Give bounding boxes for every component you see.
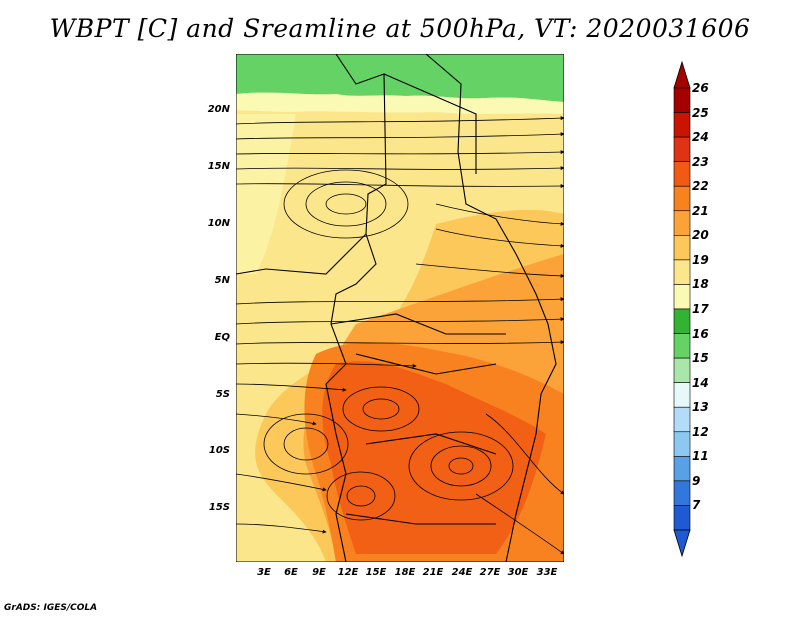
lon-label-18e: 18E xyxy=(394,567,416,578)
colorbar-swatch xyxy=(673,456,691,482)
colorbar-swatch xyxy=(673,161,691,187)
colorbar-label: 23 xyxy=(692,154,709,169)
colorbar-bottom-arrow xyxy=(673,529,691,558)
lat-label-15n: 15N xyxy=(207,161,230,172)
colorbar-label: 17 xyxy=(692,302,709,316)
colorbar-swatch xyxy=(673,382,691,408)
colorbar-swatch xyxy=(673,185,691,212)
lon-label-12e: 12E xyxy=(337,567,359,578)
lon-label-30e: 30E xyxy=(507,567,529,578)
colorbar-swatch xyxy=(673,112,691,138)
lat-label-20n: 20N xyxy=(207,104,230,115)
lat-label-5n: 5N xyxy=(214,275,230,286)
colorbar-swatch xyxy=(673,235,691,261)
colorbar-swatch xyxy=(673,406,691,433)
lon-label-6e: 6E xyxy=(284,567,298,578)
colorbar-swatch xyxy=(673,480,691,506)
colorbar-label: 15 xyxy=(692,351,709,366)
lon-label-27e: 27E xyxy=(479,567,501,578)
colorbar-label: 16 xyxy=(692,326,709,341)
lat-label-5s: 5S xyxy=(215,389,230,400)
streamlines xyxy=(236,116,564,555)
map-title: WBPT [C] and Sreamline at 500hPa, VT: 20… xyxy=(49,14,751,43)
map-svg xyxy=(235,53,565,563)
colorbar-swatch xyxy=(673,284,691,310)
colorbar-swatch xyxy=(673,357,691,383)
colorbar-swatch xyxy=(673,431,691,457)
colorbar-top-arrow xyxy=(673,60,691,89)
wbpt-field-18-band xyxy=(236,92,564,114)
colorbar xyxy=(673,60,691,558)
colorbar-label: 11 xyxy=(692,449,709,464)
lon-label-15e: 15E xyxy=(365,567,387,578)
colorbar-swatch xyxy=(673,136,691,162)
lon-label-9e: 9E xyxy=(312,567,326,578)
map-panel xyxy=(235,53,565,563)
colorbar-label: 25 xyxy=(692,105,709,120)
lat-label-15s: 15S xyxy=(208,502,230,513)
lat-label-10s: 10S xyxy=(208,445,230,456)
colorbar-label: 21 xyxy=(692,203,709,218)
lat-label-10n: 10N xyxy=(207,218,230,229)
colorbar-label: 12 xyxy=(692,424,709,439)
wbpt-field-17-band xyxy=(236,54,564,102)
colorbar-label: 24 xyxy=(692,130,709,145)
colorbar-swatches xyxy=(673,60,691,558)
lon-label-24e: 24E xyxy=(451,567,473,578)
colorbar-swatch xyxy=(673,505,691,531)
lon-label-33e: 33E xyxy=(536,567,558,578)
colorbar-swatch xyxy=(673,333,691,359)
lon-label-3e: 3E xyxy=(257,567,271,578)
colorbar-label: 18 xyxy=(692,277,709,292)
colorbar-label: 13 xyxy=(692,400,709,415)
country-borders xyxy=(236,54,557,562)
colorbar-swatch xyxy=(673,259,691,285)
colorbar-label: 9 xyxy=(692,473,701,488)
colorbar-label: 14 xyxy=(692,375,709,390)
lon-label-21e: 21E xyxy=(422,567,444,578)
colorbar-swatch xyxy=(673,308,691,334)
colorbar-swatch xyxy=(673,87,691,113)
colorbar-label: 7 xyxy=(692,498,701,513)
colorbar-label: 26 xyxy=(692,81,709,95)
colorbar-swatch xyxy=(673,210,691,236)
credit-text: GrADS: IGES/COLA xyxy=(4,603,98,613)
lat-label-eq: EQ xyxy=(214,332,230,343)
colorbar-label: 19 xyxy=(692,252,709,267)
colorbar-label: 22 xyxy=(692,179,709,194)
colorbar-label: 20 xyxy=(692,228,709,243)
